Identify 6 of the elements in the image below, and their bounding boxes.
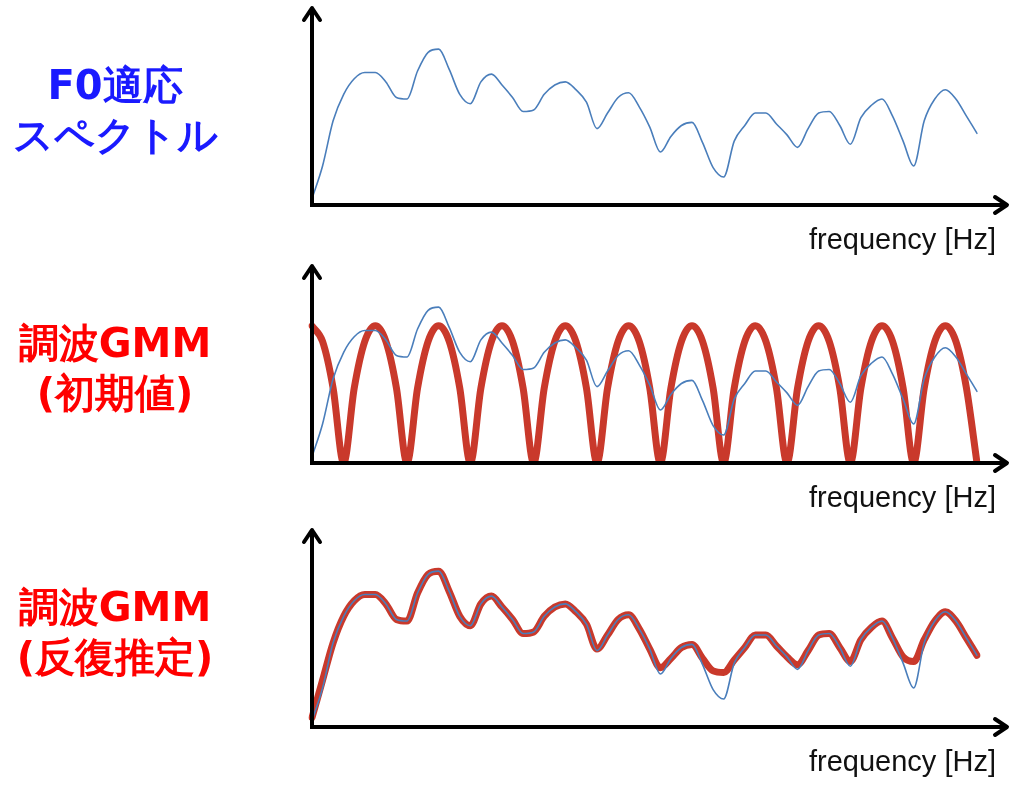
x-axis-title: frequency [Hz] — [809, 481, 996, 514]
x-axis-title: frequency [Hz] — [809, 223, 996, 256]
text: 調波GMM(初期値) — [17, 319, 213, 418]
x-axis-title: frequency [Hz] — [809, 745, 996, 778]
text: F0適応スペクトル — [11, 61, 219, 160]
text: 調波GMM(反復推定) — [15, 583, 215, 682]
